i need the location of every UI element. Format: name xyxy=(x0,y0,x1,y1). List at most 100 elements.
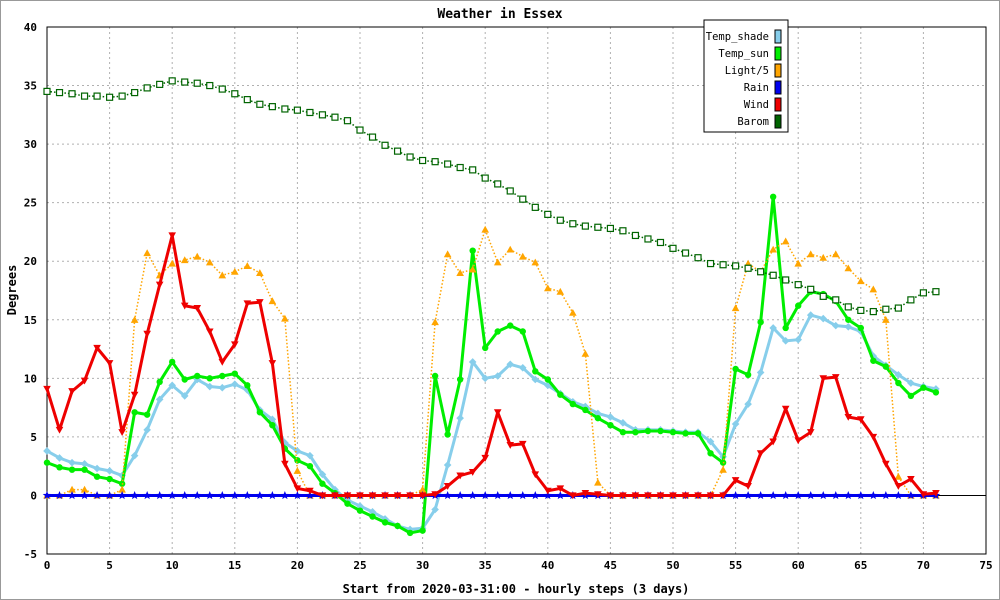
data-point-wind xyxy=(493,409,502,417)
data-point-light-5 xyxy=(293,467,302,474)
data-point-temp-shade xyxy=(894,371,903,379)
data-point-barom xyxy=(644,235,652,243)
data-point-wind xyxy=(644,492,652,500)
data-point-light-5 xyxy=(556,287,565,295)
data-point-temp-shade xyxy=(756,368,765,377)
data-point-rain xyxy=(906,490,916,500)
data-point-light-5 xyxy=(594,478,602,486)
data-point-wind xyxy=(68,388,76,396)
data-point-wind xyxy=(431,491,439,499)
data-point-temp-shade xyxy=(180,392,189,400)
data-point-light-5 xyxy=(544,284,552,292)
data-point-light-5 xyxy=(168,259,176,267)
data-point-temp-sun xyxy=(469,247,476,254)
data-point-light-5 xyxy=(468,265,477,273)
x-tick-label: 5 xyxy=(106,559,113,572)
data-point-wind xyxy=(356,492,364,500)
data-point-temp-shade xyxy=(506,360,515,369)
data-point-wind xyxy=(631,492,640,500)
data-point-wind xyxy=(594,491,602,499)
data-point-wind xyxy=(669,492,677,500)
data-point-temp-sun xyxy=(181,376,188,383)
data-point-temp-sun xyxy=(895,379,902,387)
data-point-rain xyxy=(806,490,815,500)
legend-swatch-wind xyxy=(774,97,782,112)
series-wind xyxy=(43,232,940,500)
data-point-barom xyxy=(819,292,827,300)
data-point-temp-sun xyxy=(920,384,927,391)
x-tick-label: 10 xyxy=(166,559,179,572)
data-point-barom xyxy=(506,187,514,195)
data-point-temp-shade xyxy=(706,437,715,446)
data-point-temp-sun xyxy=(932,389,940,396)
data-point-wind xyxy=(318,492,327,500)
series-group xyxy=(42,77,941,537)
data-point-wind xyxy=(869,433,878,441)
data-point-temp-shade xyxy=(844,323,853,331)
legend-label-rain: Rain xyxy=(744,82,769,94)
x-tick-label: 45 xyxy=(604,559,617,572)
data-point-temp-sun xyxy=(256,409,264,416)
data-point-temp-sun xyxy=(219,372,226,380)
data-point-rain xyxy=(255,490,265,500)
data-point-rain xyxy=(205,490,215,500)
data-point-light-5 xyxy=(68,485,76,493)
data-point-wind xyxy=(581,490,590,497)
data-point-barom xyxy=(794,281,802,289)
legend-swatch-barom xyxy=(774,114,782,129)
data-point-temp-sun xyxy=(344,500,351,507)
data-point-wind xyxy=(556,485,565,493)
data-point-barom xyxy=(318,111,327,119)
data-point-wind xyxy=(769,438,777,446)
data-point-temp-sun xyxy=(356,507,364,514)
series-barom xyxy=(43,77,940,316)
data-point-temp-sun xyxy=(319,480,326,487)
data-point-wind xyxy=(118,429,126,437)
data-point-temp-sun xyxy=(607,421,614,429)
data-point-rain xyxy=(844,490,853,500)
data-point-temp-sun xyxy=(769,193,777,201)
data-point-light-5 xyxy=(231,267,239,275)
data-point-rain xyxy=(105,490,114,500)
data-point-barom xyxy=(907,296,915,304)
data-point-light-5 xyxy=(205,258,214,266)
data-point-barom xyxy=(581,222,589,230)
data-point-barom xyxy=(731,262,740,270)
data-point-light-5 xyxy=(569,308,577,316)
data-point-temp-sun xyxy=(231,370,238,377)
data-point-wind xyxy=(907,476,915,483)
data-point-light-5 xyxy=(256,269,264,276)
data-point-temp-sun xyxy=(632,429,639,436)
legend-label-temp-sun: Temp_sun xyxy=(718,48,769,60)
x-tick-label: 30 xyxy=(416,559,429,572)
axes: 0 5 10 15 20 25 30 35 40 45 50 55 60 65 70 75 -5 0 5 10 15 20… xyxy=(24,21,993,572)
data-point-wind xyxy=(731,477,740,485)
data-point-temp-sun xyxy=(907,392,915,400)
data-point-wind xyxy=(130,391,139,399)
data-point-wind xyxy=(681,492,690,500)
data-point-temp-sun xyxy=(81,466,88,473)
y-tick-label: 30 xyxy=(24,138,37,151)
data-point-rain xyxy=(756,490,765,500)
data-point-barom xyxy=(243,96,251,104)
data-point-temp-sun xyxy=(845,316,852,323)
data-point-temp-shade xyxy=(831,321,840,330)
data-point-temp-sun xyxy=(194,372,201,380)
data-point-barom xyxy=(919,289,928,297)
data-point-wind xyxy=(155,281,164,289)
series-line-temp-shade xyxy=(46,313,937,531)
data-point-temp-sun xyxy=(569,400,577,408)
data-point-wind xyxy=(756,450,765,458)
data-point-light-5 xyxy=(794,259,802,267)
data-point-rain xyxy=(556,490,565,500)
data-point-temp-shade xyxy=(781,337,790,345)
data-point-temp-sun xyxy=(93,473,101,480)
data-point-wind xyxy=(406,492,414,500)
data-point-rain xyxy=(67,490,77,500)
data-point-barom xyxy=(419,156,427,165)
data-point-temp-sun xyxy=(206,375,213,382)
data-point-temp-sun xyxy=(732,365,739,373)
data-point-barom xyxy=(193,79,201,87)
legend-box xyxy=(703,19,789,133)
data-point-barom xyxy=(531,203,539,211)
